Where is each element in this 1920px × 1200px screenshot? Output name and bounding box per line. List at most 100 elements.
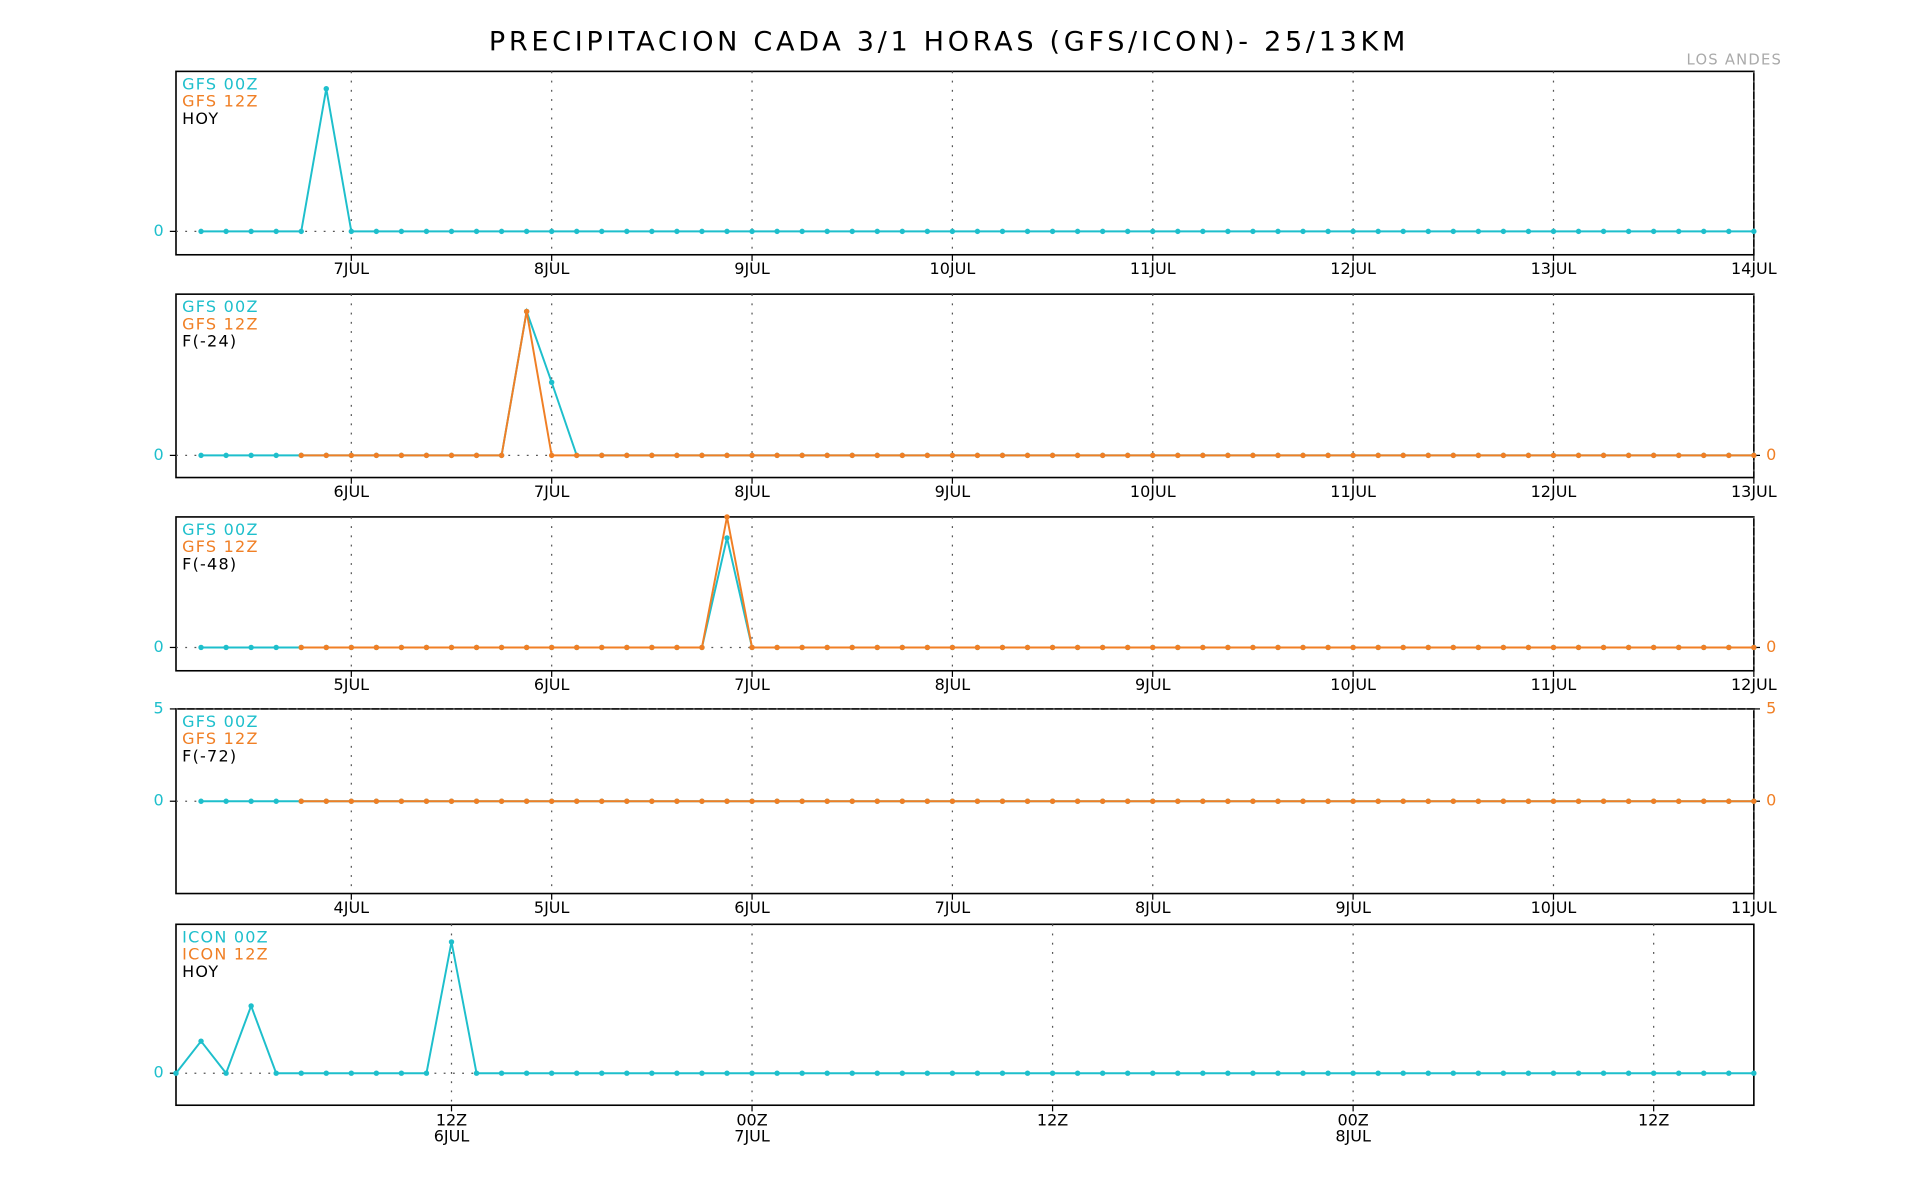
data-point: [1751, 228, 1757, 235]
data-point: [749, 644, 755, 651]
data-point: [974, 1070, 981, 1076]
data-point: [1525, 1070, 1532, 1076]
data-point: [1225, 798, 1231, 804]
y-tick-label: 0: [154, 1063, 164, 1082]
data-point: [1425, 644, 1431, 651]
data-point: [1475, 1070, 1482, 1076]
y-tick-label: 5: [154, 698, 164, 717]
data-point: [548, 228, 555, 235]
data-point: [1125, 228, 1131, 235]
x-tick-label: 12JUL: [1731, 675, 1777, 694]
data-point: [198, 1038, 204, 1044]
data-point: [824, 1070, 830, 1076]
data-point: [849, 452, 855, 459]
data-point: [1676, 1070, 1682, 1076]
data-point: [649, 798, 655, 804]
data-point: [974, 228, 981, 235]
data-point: [1400, 1070, 1406, 1076]
data-point: [1125, 1070, 1131, 1076]
data-point: [1726, 228, 1732, 235]
x-tick-label: 10JUL: [1130, 482, 1176, 501]
data-point: [849, 228, 855, 235]
data-point: [423, 228, 430, 235]
data-point: [1550, 644, 1557, 651]
data-point: [1726, 644, 1732, 651]
panel-label: F(-24): [182, 332, 237, 351]
data-point: [724, 798, 730, 804]
data-point: [949, 644, 956, 651]
data-point: [548, 452, 555, 459]
legend-entry: GFS 12Z: [182, 92, 259, 111]
data-point: [1175, 228, 1181, 235]
data-point: [1500, 228, 1507, 235]
data-point: [1200, 452, 1206, 459]
data-point: [924, 798, 931, 804]
data-point: [498, 798, 505, 804]
data-point: [874, 798, 880, 804]
data-point: [774, 452, 780, 459]
data-point: [1701, 452, 1707, 459]
data-point: [1200, 644, 1206, 651]
data-point: [1350, 644, 1356, 651]
legend-entry: GFS 12Z: [182, 729, 259, 748]
x-tick-label: 8JUL: [1335, 1127, 1371, 1146]
data-point: [999, 1070, 1006, 1076]
series-line: [301, 311, 1754, 457]
data-point: [649, 452, 655, 459]
panel-label: HOY: [182, 962, 219, 981]
legend-entry: GFS 00Z: [182, 74, 259, 93]
data-point: [398, 228, 405, 235]
data-point: [974, 798, 981, 804]
data-point: [599, 228, 605, 235]
data-point: [1425, 452, 1431, 459]
data-point: [1074, 798, 1081, 804]
data-point: [1325, 644, 1331, 651]
data-point: [523, 644, 530, 651]
data-point: [849, 798, 855, 804]
data-point: [749, 228, 755, 235]
y2-tick-label: 0: [1766, 637, 1776, 656]
data-point: [599, 644, 605, 651]
data-point: [849, 644, 855, 651]
data-point: [1650, 798, 1657, 804]
data-point: [473, 798, 480, 804]
data-point: [799, 644, 805, 651]
panel-frame: [175, 70, 1755, 256]
data-point: [699, 452, 705, 459]
data-point: [899, 452, 906, 459]
data-point: [1200, 798, 1206, 804]
x-tick-label: 9JUL: [734, 259, 770, 278]
panel-frame: [175, 293, 1755, 479]
data-point: [1175, 452, 1181, 459]
x-tick-label: 8JUL: [1135, 898, 1171, 917]
data-point: [198, 452, 204, 459]
data-point: [1275, 452, 1281, 459]
data-point: [1500, 644, 1507, 651]
data-point: [999, 644, 1006, 651]
data-point: [1150, 1070, 1156, 1076]
data-point: [423, 798, 430, 804]
data-point: [198, 644, 204, 651]
data-point: [1325, 452, 1331, 459]
data-point: [373, 644, 380, 651]
data-point: [1425, 228, 1431, 235]
data-point: [774, 644, 780, 651]
series-line: [175, 941, 1754, 1076]
panel-frame: [175, 516, 1755, 672]
data-point: [1475, 452, 1482, 459]
data-point: [1676, 452, 1682, 459]
data-point: [1575, 798, 1582, 804]
data-point: [574, 1070, 580, 1076]
data-point: [1550, 1070, 1557, 1076]
data-point: [799, 452, 805, 459]
data-point: [724, 514, 730, 520]
data-point: [824, 228, 830, 235]
data-point: [298, 452, 304, 459]
data-point: [1049, 1070, 1056, 1076]
data-point: [1350, 452, 1356, 459]
data-point: [523, 228, 530, 235]
data-point: [899, 228, 906, 235]
data-point: [1350, 1070, 1356, 1076]
data-point: [1500, 798, 1507, 804]
data-point: [248, 798, 254, 804]
